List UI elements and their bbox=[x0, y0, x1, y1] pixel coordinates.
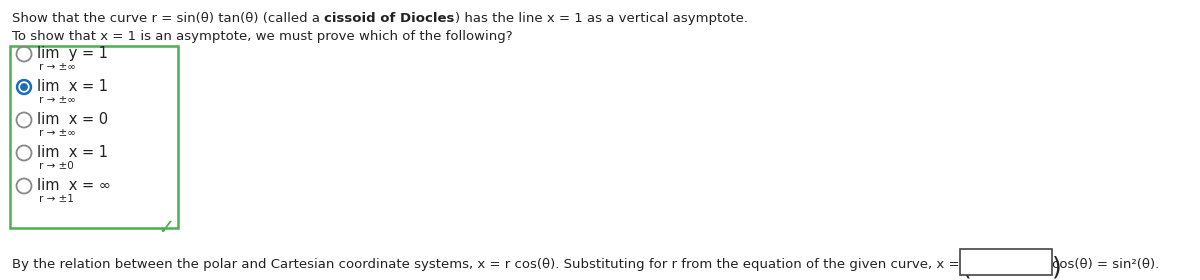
FancyBboxPatch shape bbox=[10, 46, 178, 228]
Text: ✓: ✓ bbox=[158, 218, 175, 238]
Text: lim  x = 1: lim x = 1 bbox=[37, 79, 108, 94]
Text: r → ±∞: r → ±∞ bbox=[38, 95, 76, 105]
Text: (: ( bbox=[961, 256, 971, 280]
Text: lim  x = 1: lim x = 1 bbox=[37, 145, 108, 160]
Text: By the relation between the polar and Cartesian coordinate systems, x = r cos(θ): By the relation between the polar and Ca… bbox=[12, 258, 960, 271]
Text: r → ±1: r → ±1 bbox=[38, 194, 74, 204]
Text: ) has the line x = 1 as a vertical asymptote.: ) has the line x = 1 as a vertical asymp… bbox=[455, 12, 748, 25]
Text: lim  y = 1: lim y = 1 bbox=[37, 46, 108, 61]
Text: lim  x = ∞: lim x = ∞ bbox=[37, 178, 110, 193]
Text: lim  x = 0: lim x = 0 bbox=[37, 112, 108, 127]
Circle shape bbox=[19, 82, 29, 92]
Text: cissoid of Diocles: cissoid of Diocles bbox=[324, 12, 455, 25]
Circle shape bbox=[17, 80, 31, 95]
Text: To show that x = 1 is an asymptote, we must prove which of the following?: To show that x = 1 is an asymptote, we m… bbox=[12, 30, 512, 43]
Text: ): ) bbox=[1051, 256, 1061, 280]
Text: cos(θ) = sin²(θ).: cos(θ) = sin²(θ). bbox=[1052, 258, 1159, 271]
Circle shape bbox=[20, 84, 28, 90]
Text: Show that the curve r = sin(θ) tan(θ) (called a: Show that the curve r = sin(θ) tan(θ) (c… bbox=[12, 12, 324, 25]
Text: r → ±∞: r → ±∞ bbox=[38, 128, 76, 138]
Text: r → ±∞: r → ±∞ bbox=[38, 62, 76, 72]
FancyBboxPatch shape bbox=[960, 249, 1051, 275]
Text: r → ±0: r → ±0 bbox=[38, 161, 73, 171]
